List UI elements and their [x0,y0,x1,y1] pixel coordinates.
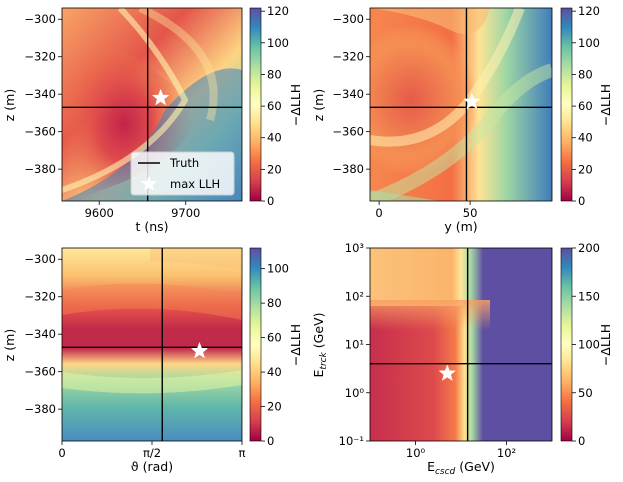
colorbar-tick-label: 50 [578,386,593,400]
max-llh-star-icon [151,88,170,106]
x-tick-label: 9700 [171,206,200,220]
y-tick-label: −300 [24,12,56,26]
y-tick-label: 10³ [345,241,365,255]
colorbar-tick-label: 150 [578,289,600,303]
legend-label-max-llh: max LLH [170,177,220,191]
colorbar-tick-label: 200 [578,241,600,255]
x-tick-label: 50 [463,206,478,220]
y-tick-label: −300 [332,12,364,26]
colorbar-tick-label: 20 [267,162,282,176]
y-tick-label: −360 [24,125,56,139]
colorbar-tick-label: 0 [267,194,274,208]
colorbar-tick-label: 80 [267,67,282,81]
colorbar-tick-label: 20 [267,400,282,414]
heatmap-image-4 [370,248,552,441]
y-tick-label: −360 [332,125,364,139]
colorbar-tick-label: 60 [267,99,282,113]
legend-star-icon [140,175,158,192]
legend: Truth max LLH [130,151,235,196]
colorbar-tick-label: 100 [578,338,600,352]
legend-label-truth: Truth [169,156,199,170]
y-tick-label: −300 [24,252,56,266]
colorbar-tick-label: 100 [267,262,289,276]
y-tick-label: −380 [332,162,364,176]
colorbar-label-2: −ΔLLH [598,84,613,126]
y-axis-label-4: Etrck (GeV) [311,313,329,378]
colorbar-tick-label: 120 [267,4,289,18]
colorbar-tick-label: 120 [578,4,600,18]
colorbar-tick-label: 60 [578,99,593,113]
panel-y-vs-z: 0 50 −300 −320 −340 −360 −380 y (m) z (m) 0 20 4… [311,4,613,234]
x-tick-label: 9600 [85,206,114,220]
y-tick-label: −320 [332,50,364,64]
y-axis-label-1: z (m) [2,89,17,121]
colorbar-tick-label: 0 [267,434,274,448]
colorbar-tick-label: 0 [578,194,585,208]
x-axis-label-3: ϑ (rad) [131,459,173,474]
x-tick-label: 0 [58,446,65,460]
colorbar-tick-label: 0 [578,434,585,448]
y-tick-label: −340 [24,327,56,341]
x-tick-label: 10⁰ [406,446,426,460]
y-tick-label: −380 [24,402,56,416]
x-tick-label: π [239,446,246,460]
colorbar-3 [249,247,262,442]
x-axis-label-2: y (m) [444,219,477,234]
y-tick-label: 10¹ [345,338,364,352]
panel-theta-vs-z: 0 π/2 π−300−320−340−360−380 ϑ (rad) z (m) … [2,247,303,474]
colorbar-tick-label: 40 [267,131,282,145]
heatmap-image-3 [62,248,242,441]
x-tick-label: π/2 [143,446,161,460]
y-tick-label: 10⁻¹ [339,434,364,448]
y-tick-label: −360 [24,365,56,379]
x-axis-label-1: t (ns) [135,219,168,234]
colorbar-tick-label: 40 [578,131,593,145]
x-tick-label: 0 [375,206,382,220]
y-tick-label: −340 [24,87,56,101]
y-axis-label-2: z (m) [311,89,326,121]
x-tick-label: 10² [497,446,516,460]
y-tick-label: −340 [332,87,364,101]
colorbar-tick-label: 100 [578,36,600,50]
y-tick-label: −380 [24,162,56,176]
panel-ecscd-vs-etrck: 10⁰ 10² 10⁻¹ 10⁰ 10¹ 10² 10³ Ecscd (GeV) Etrck… [311,241,613,477]
colorbar-4 [560,247,573,442]
max-llh-star-icon [463,92,481,110]
colorbar-2 [560,7,573,202]
y-tick-label: −320 [24,290,56,304]
colorbar-tick-label: 20 [578,162,593,176]
colorbar-1 [249,7,262,202]
colorbar-label-1: −ΔLLH [288,84,303,126]
colorbar-tick-label: 80 [578,67,593,81]
y-tick-label: 10⁰ [345,386,365,400]
x-axis-label-4: Ecscd (GeV) [427,459,495,477]
heatmap-image-2 [370,8,552,201]
colorbar-tick-label: 80 [267,296,282,310]
colorbar-label-3: −ΔLLH [288,324,303,366]
y-axis-label-3: z (m) [2,329,17,361]
colorbar-tick-label: 60 [267,331,282,345]
colorbar-label-4: −ΔLLH [598,324,613,366]
max-llh-star-icon [438,364,457,382]
max-llh-star-icon [190,341,209,359]
y-tick-label: −320 [24,50,56,64]
colorbar-tick-label: 100 [267,36,289,50]
y-tick-label: 10² [345,289,364,303]
colorbar-tick-label: 40 [267,365,282,379]
panel-t-vs-z: 9600 9700 −300 −320 −340 −360 −380 t (ns) z (m… [2,4,303,234]
